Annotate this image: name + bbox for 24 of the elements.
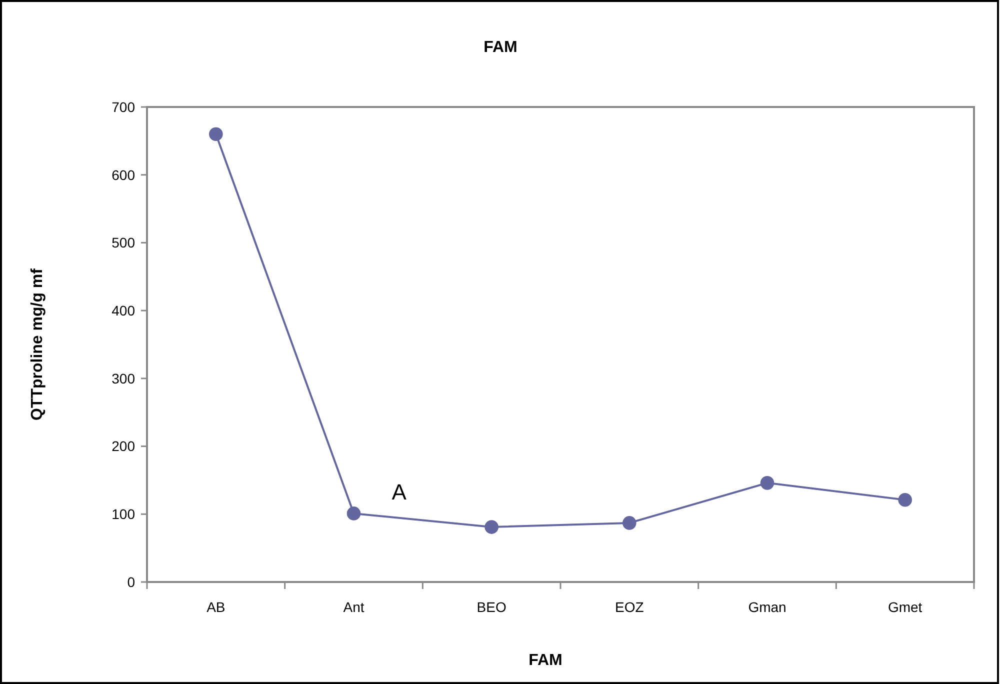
point <box>622 516 636 530</box>
x-tick-label: Gmet <box>888 599 922 615</box>
y-tick-label: 400 <box>112 302 136 318</box>
y-tick-label: 500 <box>112 234 136 251</box>
point <box>484 520 498 534</box>
point <box>898 492 912 507</box>
y-tick-label: 700 <box>112 98 136 115</box>
x-tick-label: BEO <box>476 599 506 615</box>
y-tick-label: 100 <box>112 506 136 522</box>
y-tick-label: 600 <box>112 166 136 183</box>
y-tick-label: 200 <box>112 438 136 454</box>
y-tick-label: 0 <box>127 574 136 590</box>
point <box>209 127 223 142</box>
annotation: A <box>392 479 407 504</box>
y-tick-label: 300 <box>112 370 136 386</box>
x-tick-label: EOZ <box>615 599 644 615</box>
point <box>760 476 774 490</box>
x-tick-label: Gman <box>748 599 786 615</box>
point <box>346 506 361 520</box>
y-axis-title: QTTproline mg/g mf <box>29 268 46 420</box>
x-tick-label: Ant <box>343 599 364 615</box>
chart-title: FAM <box>484 39 518 56</box>
x-tick-label: AB <box>206 599 226 615</box>
x-axis-title: FAM <box>528 652 562 669</box>
